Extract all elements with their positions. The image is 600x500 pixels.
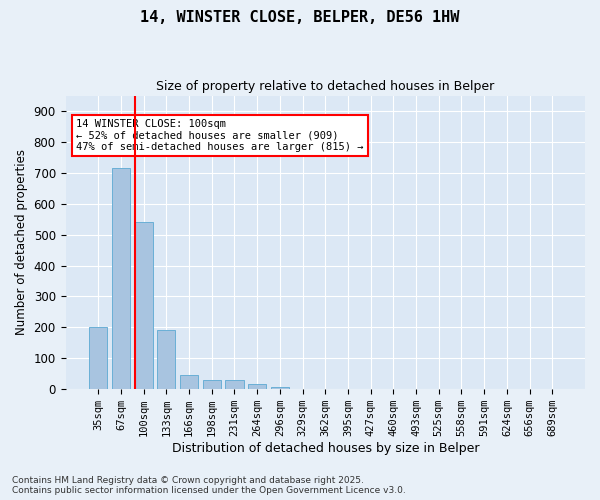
Title: Size of property relative to detached houses in Belper: Size of property relative to detached ho…: [156, 80, 494, 93]
Y-axis label: Number of detached properties: Number of detached properties: [15, 150, 28, 336]
Text: Contains HM Land Registry data © Crown copyright and database right 2025.
Contai: Contains HM Land Registry data © Crown c…: [12, 476, 406, 495]
Text: 14 WINSTER CLOSE: 100sqm
← 52% of detached houses are smaller (909)
47% of semi-: 14 WINSTER CLOSE: 100sqm ← 52% of detach…: [76, 119, 364, 152]
Bar: [157, 330, 175, 389]
Bar: [112, 168, 130, 389]
Bar: [89, 328, 107, 389]
Bar: [180, 375, 198, 389]
Bar: [248, 384, 266, 389]
Bar: [203, 380, 221, 389]
Bar: [134, 222, 153, 389]
Bar: [226, 380, 244, 389]
X-axis label: Distribution of detached houses by size in Belper: Distribution of detached houses by size …: [172, 442, 479, 455]
Bar: [271, 386, 289, 389]
Text: 14, WINSTER CLOSE, BELPER, DE56 1HW: 14, WINSTER CLOSE, BELPER, DE56 1HW: [140, 10, 460, 25]
